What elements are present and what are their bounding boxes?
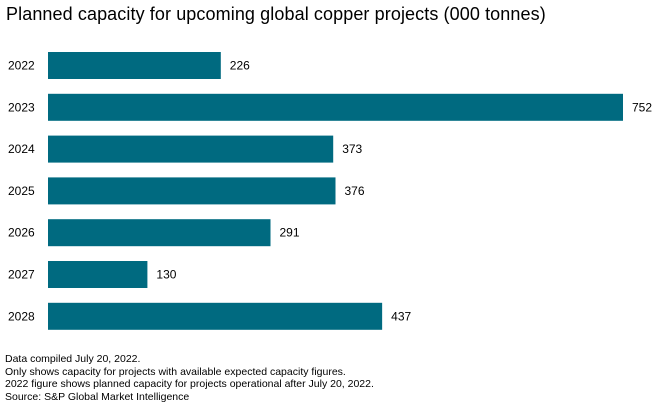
chart-title: Planned capacity for upcoming global cop… [6,4,546,24]
footnote-source: Source: S&P Global Market Intelligence [5,390,190,403]
footnote-data-compiled: Data compiled July 20, 2022. [5,353,141,365]
bar-chart: 2022 226 2023 752 2024 373 2025 376 2026 291 2027 1… [8,52,652,330]
footnote-2022-note: 2022 figure shows planned capacity for p… [5,378,374,390]
bar-2025 [48,177,336,205]
data-label-2022: 226 [230,59,250,73]
data-label-2023: 752 [632,100,652,114]
bar-2027 [48,261,148,288]
data-label-2026: 291 [280,226,300,240]
bar-2024 [48,135,334,163]
footnotes: Data compiled July 20, 2022. Only shows … [5,353,374,403]
data-label-2028: 437 [391,309,411,323]
category-label-2026: 2026 [8,226,35,240]
category-label-2025: 2025 [8,184,35,198]
bar-2028 [48,302,383,330]
bar-2026 [48,219,271,247]
category-label-2028: 2028 [8,309,35,323]
data-label-2024: 373 [342,142,362,156]
bar-2023 [48,93,623,121]
data-label-2027: 130 [156,268,176,282]
footnote-capacity-scope: Only shows capacity for projects with av… [5,365,346,378]
category-label-2027: 2027 [8,268,35,282]
category-label-2022: 2022 [8,59,35,73]
bar-2022 [48,52,221,79]
category-label-2024: 2024 [8,142,35,156]
data-label-2025: 376 [345,184,365,198]
category-label-2023: 2023 [8,100,35,114]
